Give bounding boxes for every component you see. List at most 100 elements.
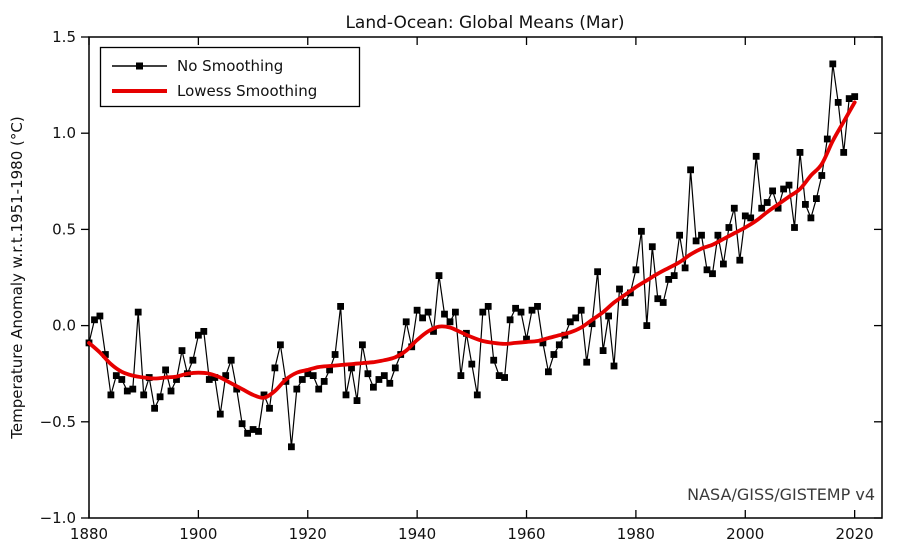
data-point-marker <box>140 391 148 399</box>
data-point-marker <box>758 204 766 212</box>
data-point-marker <box>380 372 388 379</box>
data-point-marker <box>227 356 235 364</box>
data-point-marker <box>167 387 175 395</box>
data-point-marker <box>670 272 678 279</box>
data-point-marker <box>616 285 623 293</box>
data-point-marker <box>102 351 109 358</box>
data-point-marker <box>134 308 142 316</box>
data-point-marker <box>512 304 519 312</box>
data-point-marker <box>446 318 454 326</box>
data-point-marker <box>813 195 820 202</box>
data-point-marker <box>222 372 230 379</box>
data-point-marker <box>823 135 831 143</box>
data-point-marker <box>452 308 459 316</box>
data-point-marker <box>583 358 591 366</box>
data-point-marker <box>490 356 498 364</box>
data-point-marker <box>730 204 738 212</box>
y-tick-label: −0.5 <box>40 413 76 431</box>
data-point-marker <box>320 378 328 385</box>
data-point-marker <box>621 299 629 306</box>
data-point-marker <box>266 404 273 412</box>
data-point-marker <box>162 366 169 374</box>
data-point-marker <box>763 199 771 206</box>
data-point-marker <box>534 303 541 310</box>
data-point-marker <box>331 351 339 358</box>
y-tick-label: 0.0 <box>52 317 76 335</box>
data-point-marker <box>298 376 306 383</box>
data-point-marker <box>277 341 284 349</box>
data-point-marker <box>353 397 361 404</box>
data-point-marker <box>178 347 186 354</box>
x-tick-label: 2000 <box>726 525 764 543</box>
legend-no-smoothing-marker-sample <box>136 62 143 70</box>
data-point-marker <box>747 214 755 222</box>
data-point-marker <box>195 331 202 339</box>
data-point-marker <box>780 185 787 193</box>
data-point-marker <box>687 166 694 174</box>
data-point-marker <box>539 339 547 347</box>
x-tick-label: 1920 <box>289 525 327 543</box>
data-point-marker <box>709 270 716 278</box>
data-point-marker <box>309 372 317 379</box>
data-point-marker <box>774 204 782 212</box>
data-point-marker <box>484 303 492 310</box>
data-point-marker <box>648 243 656 251</box>
x-tick-label: 1960 <box>507 525 545 543</box>
data-point-marker <box>107 391 115 399</box>
data-point-marker <box>840 149 848 156</box>
data-point-marker <box>550 351 558 358</box>
data-point-marker <box>834 99 842 106</box>
y-tick-label: −1.0 <box>40 509 76 527</box>
data-point-marker <box>785 181 793 189</box>
data-point-marker <box>802 201 809 208</box>
data-point-marker <box>413 306 421 314</box>
data-point-marker <box>610 362 618 370</box>
legend-label-no-smoothing: No Smoothing <box>177 57 283 75</box>
data-source-watermark: NASA/GISS/GISTEMP v4 <box>687 485 875 504</box>
data-point-marker <box>419 314 426 322</box>
data-point-marker <box>555 341 563 349</box>
data-point-marker <box>725 224 733 231</box>
data-point-marker <box>681 264 689 272</box>
data-point-marker <box>304 370 312 378</box>
data-point-marker <box>588 320 596 328</box>
x-tick-label: 1880 <box>70 525 108 543</box>
data-point-marker <box>386 379 394 387</box>
data-point-marker <box>342 391 350 399</box>
data-point-marker <box>752 152 760 160</box>
data-point-marker <box>473 391 481 399</box>
data-point-marker <box>605 312 612 320</box>
legend: No Smoothing Lowess Smoothing <box>99 46 361 108</box>
y-axis-label: Temperature Anomaly w.r.t.1951-1980 (°C) <box>8 116 26 439</box>
data-point-marker <box>118 376 126 383</box>
data-point-marker <box>441 310 448 318</box>
data-point-marker <box>255 428 262 435</box>
data-point-marker <box>643 322 651 329</box>
data-point-marker <box>375 376 383 383</box>
data-point-marker <box>249 426 257 433</box>
data-point-marker <box>430 328 437 335</box>
data-point-marker <box>260 391 268 399</box>
data-point-marker <box>495 372 503 379</box>
data-point-marker <box>501 374 508 381</box>
data-point-marker <box>791 224 798 231</box>
data-point-marker <box>112 372 120 379</box>
data-point-marker <box>173 376 180 383</box>
no-smoothing-series <box>85 60 859 451</box>
data-point-marker <box>123 387 131 395</box>
data-point-marker <box>129 385 137 393</box>
data-point-marker <box>391 364 399 372</box>
no-smoothing-line <box>88 63 855 447</box>
data-point-marker <box>244 429 251 437</box>
data-point-marker <box>364 370 372 378</box>
series-layer <box>85 60 859 451</box>
data-point-marker <box>370 383 377 391</box>
data-point-marker <box>288 443 295 451</box>
data-point-marker <box>211 374 219 381</box>
data-point-marker <box>91 316 98 324</box>
data-point-marker <box>654 295 662 303</box>
data-point-marker <box>205 376 213 383</box>
data-point-marker <box>796 149 804 156</box>
